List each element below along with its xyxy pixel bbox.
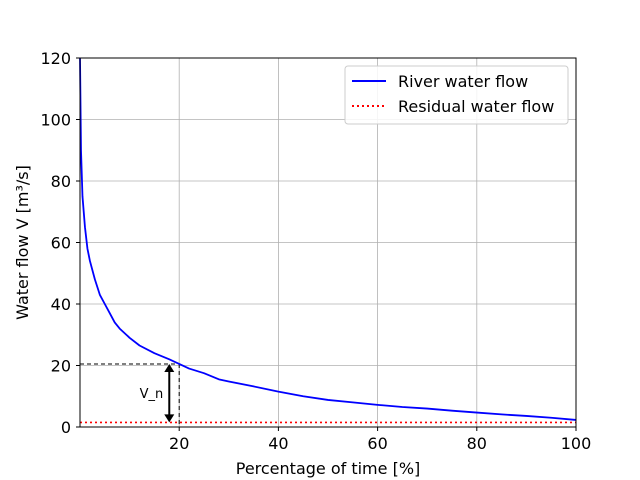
legend: River water flow Residual water flow [344,65,569,125]
y-tick-label: 40 [51,295,71,314]
annotation-label-v-n: V_n [140,387,164,402]
y-tick-label: 0 [61,418,71,437]
y-tick-label: 60 [51,234,71,253]
x-tick-label: 40 [268,434,288,453]
x-tick-label: 80 [467,434,487,453]
legend-box [344,65,569,125]
annotation-arrowhead-top [164,363,175,372]
y-tick-label: 20 [51,357,71,376]
y-tick-label: 100 [40,111,71,130]
series-line-river-water-flow [79,57,577,421]
legend-label-river-water-flow: River water flow [398,72,528,91]
legend-label-residual-water-flow: Residual water flow [398,97,554,116]
y-axis-label: Water flow V [m³/s] [13,165,32,320]
tick-layer: 20 40 60 80 100 0 20 40 60 80 100 120 [40,49,591,453]
x-axis-label: Percentage of time [%] [236,459,421,478]
series-layer [79,57,577,424]
annotation-layer: V_n [80,363,180,427]
x-tick-label: 100 [561,434,592,453]
x-tick-label: 20 [169,434,189,453]
y-tick-label: 80 [51,172,71,191]
annotation-arrowhead-bottom [164,414,175,423]
y-tick-label: 120 [40,49,71,68]
x-tick-label: 60 [367,434,387,453]
